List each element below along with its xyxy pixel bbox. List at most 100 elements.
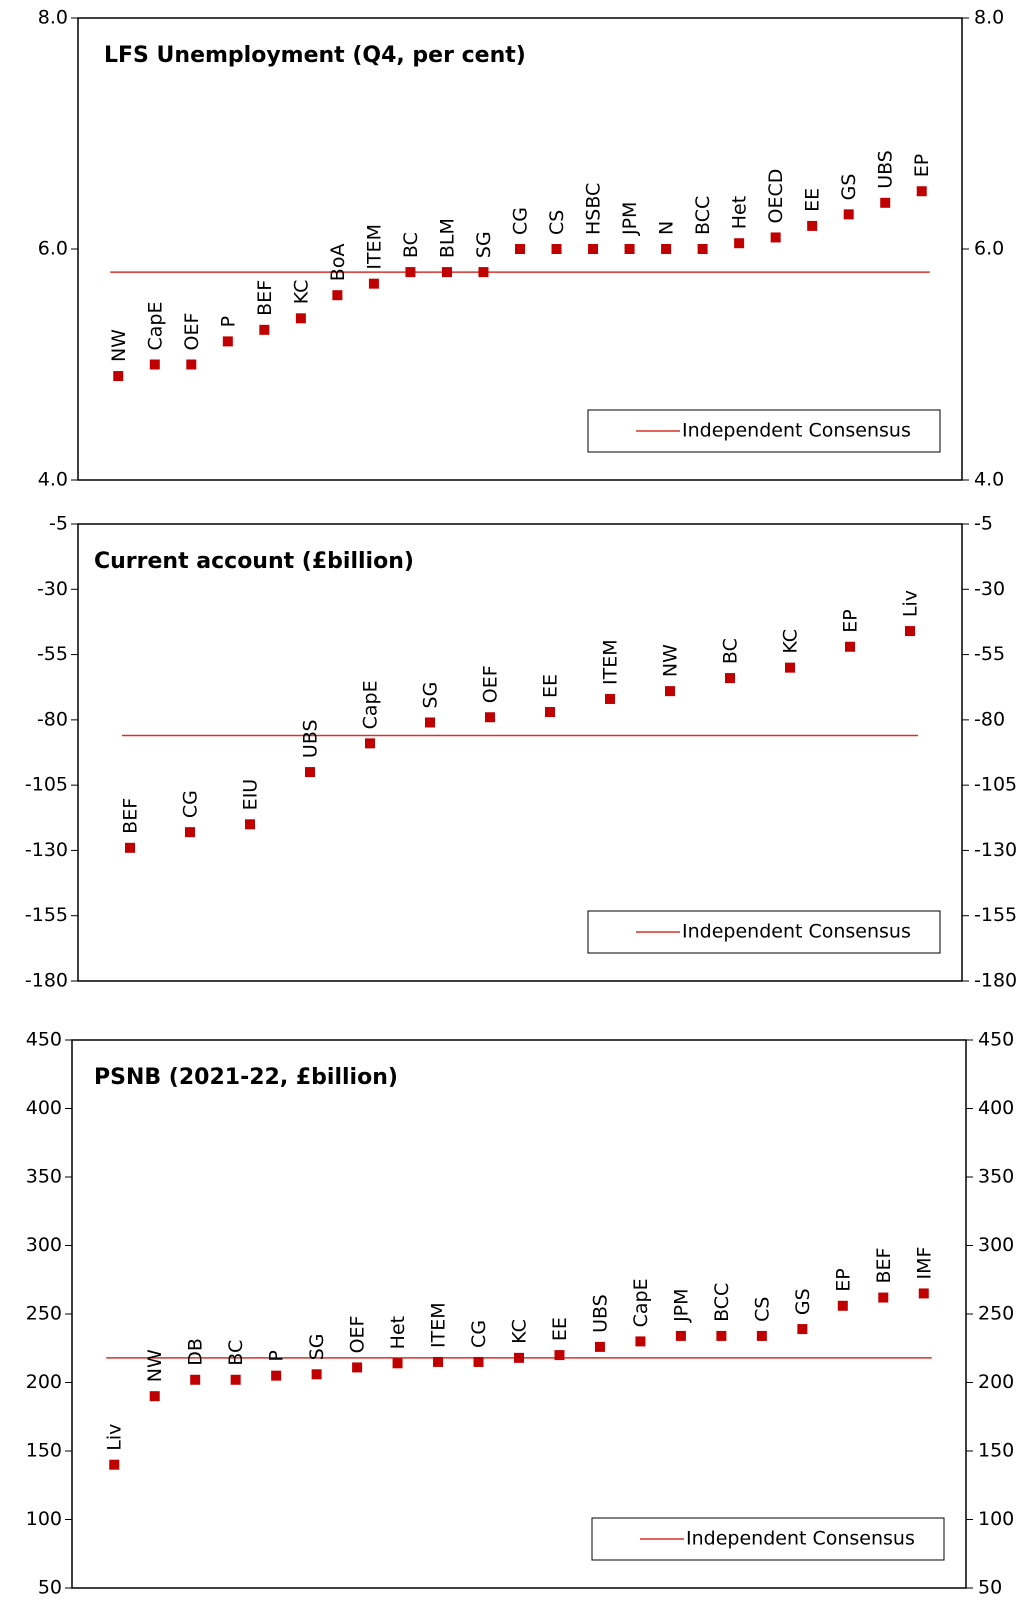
point-label: CapE xyxy=(360,680,382,729)
data-point xyxy=(797,1324,808,1335)
data-point xyxy=(554,1350,565,1361)
data-point xyxy=(697,244,708,254)
data-point xyxy=(352,1362,363,1373)
data-point xyxy=(365,738,375,749)
point-label: CG xyxy=(468,1320,490,1348)
data-point xyxy=(551,244,562,254)
data-point xyxy=(392,1358,403,1369)
point-label: GS xyxy=(792,1288,814,1315)
point-label: CapE xyxy=(144,302,166,351)
point-label: JPM xyxy=(670,1288,692,1322)
y2-tick-label: 350 xyxy=(978,1166,1014,1188)
point-label: Het xyxy=(729,196,751,229)
point-label: BC xyxy=(225,1340,247,1366)
data-point xyxy=(245,819,255,830)
y-tick-label: -55 xyxy=(37,643,68,665)
data-point xyxy=(725,673,735,684)
chart-title: PSNB (2021-22, £billion) xyxy=(94,1065,398,1090)
point-label: NW xyxy=(660,644,682,677)
data-point xyxy=(588,244,599,254)
data-point xyxy=(230,1374,241,1385)
point-label: KC xyxy=(509,1319,531,1344)
y2-tick-label: 8.0 xyxy=(974,7,1004,29)
point-label: Liv xyxy=(104,1424,126,1451)
y-tick-label: 100 xyxy=(26,1508,62,1530)
data-point xyxy=(149,359,160,370)
point-label: GS xyxy=(838,174,860,201)
y2-tick-label: -5 xyxy=(974,513,993,535)
point-label: OEF xyxy=(347,1316,369,1354)
legend-label: Independent Consensus xyxy=(682,420,911,442)
y-tick-label: 4.0 xyxy=(38,469,68,491)
y2-tick-label: 4.0 xyxy=(974,469,1004,491)
data-point xyxy=(514,1352,524,1363)
data-point xyxy=(368,278,379,289)
point-label: EIU xyxy=(240,779,262,811)
data-point xyxy=(716,1330,727,1341)
data-point xyxy=(485,712,495,723)
data-point xyxy=(545,707,555,718)
data-point xyxy=(843,209,854,220)
point-label: IMF xyxy=(913,1247,935,1280)
y-tick-label: 400 xyxy=(26,1097,62,1119)
data-point xyxy=(756,1330,767,1341)
point-label: ITEM xyxy=(363,224,385,270)
point-label: BCC xyxy=(711,1283,733,1322)
y2-tick-label: -80 xyxy=(974,708,1005,730)
data-point xyxy=(594,1341,605,1352)
point-label: EP xyxy=(832,1268,854,1291)
point-label: SG xyxy=(473,231,495,258)
data-point xyxy=(109,1459,120,1470)
point-label: CS xyxy=(751,1297,773,1322)
plot-frame xyxy=(71,1039,967,1589)
point-label: EE xyxy=(540,674,562,698)
y2-tick-label: 150 xyxy=(978,1440,1014,1462)
legend-label: Independent Consensus xyxy=(682,921,911,943)
point-label: ITEM xyxy=(600,639,622,685)
data-point xyxy=(878,1292,889,1303)
y2-tick-label: 50 xyxy=(978,1577,1002,1599)
point-label: OECD xyxy=(765,169,787,224)
point-label: CG xyxy=(180,790,202,818)
y2-tick-label: 450 xyxy=(978,1029,1014,1051)
point-label: EE xyxy=(802,188,824,212)
y2-tick-label: -55 xyxy=(974,643,1005,665)
data-point xyxy=(149,1391,160,1402)
y2-tick-label: -130 xyxy=(974,839,1017,861)
point-label: HSBC xyxy=(583,183,605,235)
y-tick-label: 350 xyxy=(26,1166,62,1188)
data-point xyxy=(478,267,489,278)
y-tick-label: -155 xyxy=(25,904,68,926)
y-tick-label: -105 xyxy=(25,774,68,796)
y-tick-label: 150 xyxy=(26,1440,62,1462)
point-label: SG xyxy=(306,1333,328,1360)
data-point xyxy=(734,238,745,249)
point-label: EP xyxy=(911,154,933,177)
y-tick-label: -5 xyxy=(49,513,68,535)
data-point xyxy=(222,336,233,347)
point-label: P xyxy=(266,1350,288,1361)
data-point xyxy=(185,827,195,838)
point-label: OEF xyxy=(181,313,203,351)
data-point xyxy=(918,1288,929,1299)
point-label: BoA xyxy=(327,244,349,282)
y2-tick-label: -105 xyxy=(974,774,1017,796)
data-point xyxy=(190,1374,201,1385)
y-tick-label: -80 xyxy=(37,708,68,730)
y-tick-label: 200 xyxy=(26,1371,62,1393)
point-label: BEF xyxy=(873,1248,895,1284)
point-label: CG xyxy=(510,207,532,235)
plot-frame xyxy=(77,523,963,982)
data-point xyxy=(515,244,525,254)
data-point xyxy=(186,359,197,370)
y-tick-label: -180 xyxy=(25,970,68,992)
y2-tick-label: 300 xyxy=(978,1234,1014,1256)
point-label: NW xyxy=(144,1349,166,1382)
point-label: UBS xyxy=(589,1294,611,1333)
point-label: UBS xyxy=(875,150,897,189)
chart-title: LFS Unemployment (Q4, per cent) xyxy=(104,43,526,68)
data-point xyxy=(271,1370,282,1381)
y-tick-label: 250 xyxy=(26,1303,62,1325)
data-point xyxy=(605,693,615,704)
point-label: KC xyxy=(780,629,802,654)
